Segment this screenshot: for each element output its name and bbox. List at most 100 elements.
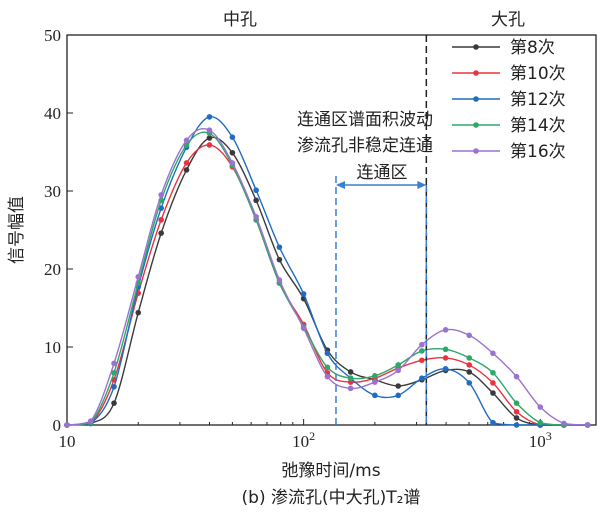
data-point [229,160,236,166]
data-point [395,362,402,368]
series-line-4 [66,131,588,426]
arrow-left-head [335,181,345,189]
data-point [513,415,520,421]
region-label-large-pores: 大孔 [491,10,525,30]
note-line-2: 渗流孔非稳定连通 [297,136,433,156]
data-point [183,142,190,148]
data-point [466,355,473,361]
data-point [347,379,354,385]
data-point [276,277,283,283]
series-line-1 [66,136,588,426]
data-point [253,187,259,194]
data-point [395,383,402,389]
data-point [513,422,520,428]
data-point [490,419,496,426]
data-point [324,350,331,357]
annotations: 中孔 大孔 连通区谱面积波动 渗流孔非稳定连通 连通区 弛豫时间/ms 信号幅值… [7,10,525,508]
data-point [183,167,190,173]
data-point [419,341,425,348]
figure-caption: (b) 渗流孔(中大孔)T₂谱 [242,488,421,508]
data-point [347,375,354,382]
arrow-right-head [417,181,427,189]
region-label-medium-pores: 中孔 [223,10,257,30]
data-point [419,357,425,364]
data-point [537,419,544,426]
data-point [490,350,496,357]
data-point [183,137,190,144]
data-point [111,383,117,390]
y-tick-label: 30 [44,182,61,201]
legend-label: 第14次 [510,116,566,136]
legend-label: 第8次 [510,38,555,58]
data-point [324,373,331,380]
data-point [537,404,544,410]
data-point [466,362,473,368]
data-point [111,360,117,367]
data-point [490,369,496,376]
data-point [87,418,94,424]
data-point [158,230,164,236]
y-tick-label: 20 [44,260,61,279]
series-line-5 [66,127,588,426]
x-tick-label: 102 [292,429,315,451]
data-point [466,369,473,375]
data-point [158,192,164,198]
data-point [372,392,378,399]
data-point [253,197,259,204]
data-point [300,325,307,332]
data-point [419,375,425,382]
data-point [442,355,449,361]
data-point [419,348,425,354]
y-tick-label: 50 [44,26,61,45]
data-point [276,256,283,263]
data-point [490,380,496,386]
data-point [372,373,378,379]
y-axis-label: 信号幅值 [7,196,27,264]
legend-marker [473,122,479,128]
data-point [206,114,213,120]
y-tick-label: 40 [44,104,61,123]
data-point [466,332,473,339]
data-point [135,274,142,280]
data-point [347,385,354,392]
legend-label: 第16次 [510,142,566,162]
legend-label: 第10次 [510,64,566,84]
data-point [183,160,190,166]
data-point [466,380,473,386]
legend-label: 第12次 [510,90,566,110]
data-point [347,369,354,375]
legend-marker [473,44,479,50]
y-tick-label: 0 [53,416,62,435]
bracket-label: 连通区 [357,163,408,183]
data-point [276,244,283,250]
data-point [229,134,236,140]
data-point [395,392,402,399]
note-line-1: 连通区谱面积波动 [297,110,433,130]
data-point [324,364,331,371]
data-point [111,400,117,406]
data-point [584,422,591,428]
data-point [513,373,520,380]
y-tick-label: 10 [44,338,61,357]
data-point [229,149,236,156]
plot-frame [66,34,597,426]
data-point [395,367,402,374]
data-point [300,291,307,297]
data-point [442,366,449,372]
data-point [206,135,213,141]
data-point [561,420,567,427]
data-point [442,346,449,353]
data-point [135,309,142,316]
series-line-2 [66,144,588,426]
data-point [513,400,520,406]
data-point [64,422,70,428]
x-tick-label: 103 [529,429,552,451]
data-point [513,408,520,415]
x-axis-label: 弛豫时间/ms [281,461,380,481]
data-point [206,142,213,148]
series-marks [64,114,591,428]
x-tick-label: 10 [59,432,76,451]
